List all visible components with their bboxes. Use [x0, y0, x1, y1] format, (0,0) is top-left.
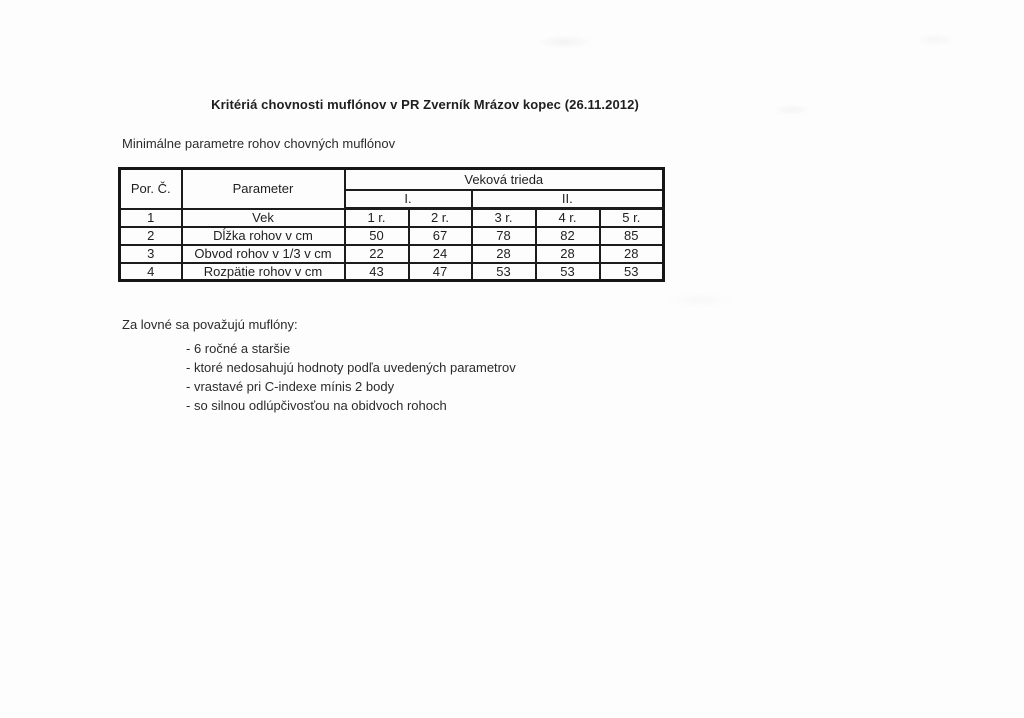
cell-value: 28	[534, 243, 601, 264]
cell-value: 5 r.	[598, 207, 665, 228]
notes-list: - 6 ročné a staršie - ktoré nedosahujú h…	[186, 339, 516, 415]
cell-value: 28	[470, 243, 537, 264]
cell-parameter: Obvod rohov v 1/3 v cm	[180, 243, 346, 264]
cell-row-number: 1	[118, 207, 183, 228]
cell-value: 53	[470, 261, 537, 282]
table-row: 4 Rozpätie rohov v cm 43 47 53 53 53	[118, 261, 665, 282]
cell-value: 85	[598, 225, 665, 246]
header-group-title: Veková trieda	[343, 167, 665, 191]
cell-parameter: Dĺžka rohov v cm	[180, 225, 346, 246]
cell-value: 82	[534, 225, 601, 246]
notes-intro: Za lovné sa považujú muflóny:	[122, 317, 298, 332]
table-row: 1 Vek 1 r. 2 r. 3 r. 4 r. 5 r.	[118, 207, 665, 228]
cell-value: 1 r.	[343, 207, 410, 228]
note-item: - so silnou odlúpčivosťou na obidvoch ro…	[186, 398, 447, 413]
criteria-table: Por. Č. Parameter Veková trieda I. II. 1…	[118, 167, 666, 282]
cell-value: 24	[407, 243, 473, 264]
cell-value: 43	[343, 261, 410, 282]
cell-row-number: 4	[118, 261, 183, 282]
header-group-2: II.	[470, 188, 665, 210]
header-col-num: Por. Č.	[118, 167, 183, 210]
cell-value: 28	[598, 243, 665, 264]
cell-value: 53	[598, 261, 665, 282]
header-col-parameter: Parameter	[180, 167, 346, 210]
cell-value: 53	[534, 261, 601, 282]
document-title: Kritériá chovnosti muflónov v PR Zverník…	[211, 97, 639, 112]
cell-value: 3 r.	[470, 207, 537, 228]
cell-value: 4 r.	[534, 207, 601, 228]
table-row: 2 Dĺžka rohov v cm 50 67 78 82 85	[118, 225, 665, 246]
cell-value: 67	[407, 225, 473, 246]
note-item: - vrastavé pri C-indexe mínis 2 body	[186, 379, 395, 394]
cell-row-number: 3	[118, 243, 183, 264]
cell-value: 78	[470, 225, 537, 246]
cell-value: 2 r.	[407, 207, 473, 228]
cell-value: 22	[343, 243, 410, 264]
cell-row-number: 2	[118, 225, 183, 246]
cell-value: 50	[343, 225, 410, 246]
note-item: - 6 ročné a staršie	[186, 341, 291, 356]
table-row: 3 Obvod rohov v 1/3 v cm 22 24 28 28 28	[118, 243, 665, 264]
table-header-row-1: Por. Č. Parameter Veková trieda	[118, 167, 665, 210]
header-group-1: I.	[343, 188, 473, 210]
note-item: - ktoré nedosahujú hodnoty podľa uvedený…	[186, 360, 516, 375]
table-header-row-2: I. II.	[120, 188, 665, 210]
document-subtitle: Minimálne parametre rohov chovných mufló…	[122, 136, 396, 151]
cell-parameter: Rozpätie rohov v cm	[180, 261, 346, 282]
cell-value: 47	[407, 261, 473, 282]
cell-parameter: Vek	[180, 207, 346, 228]
